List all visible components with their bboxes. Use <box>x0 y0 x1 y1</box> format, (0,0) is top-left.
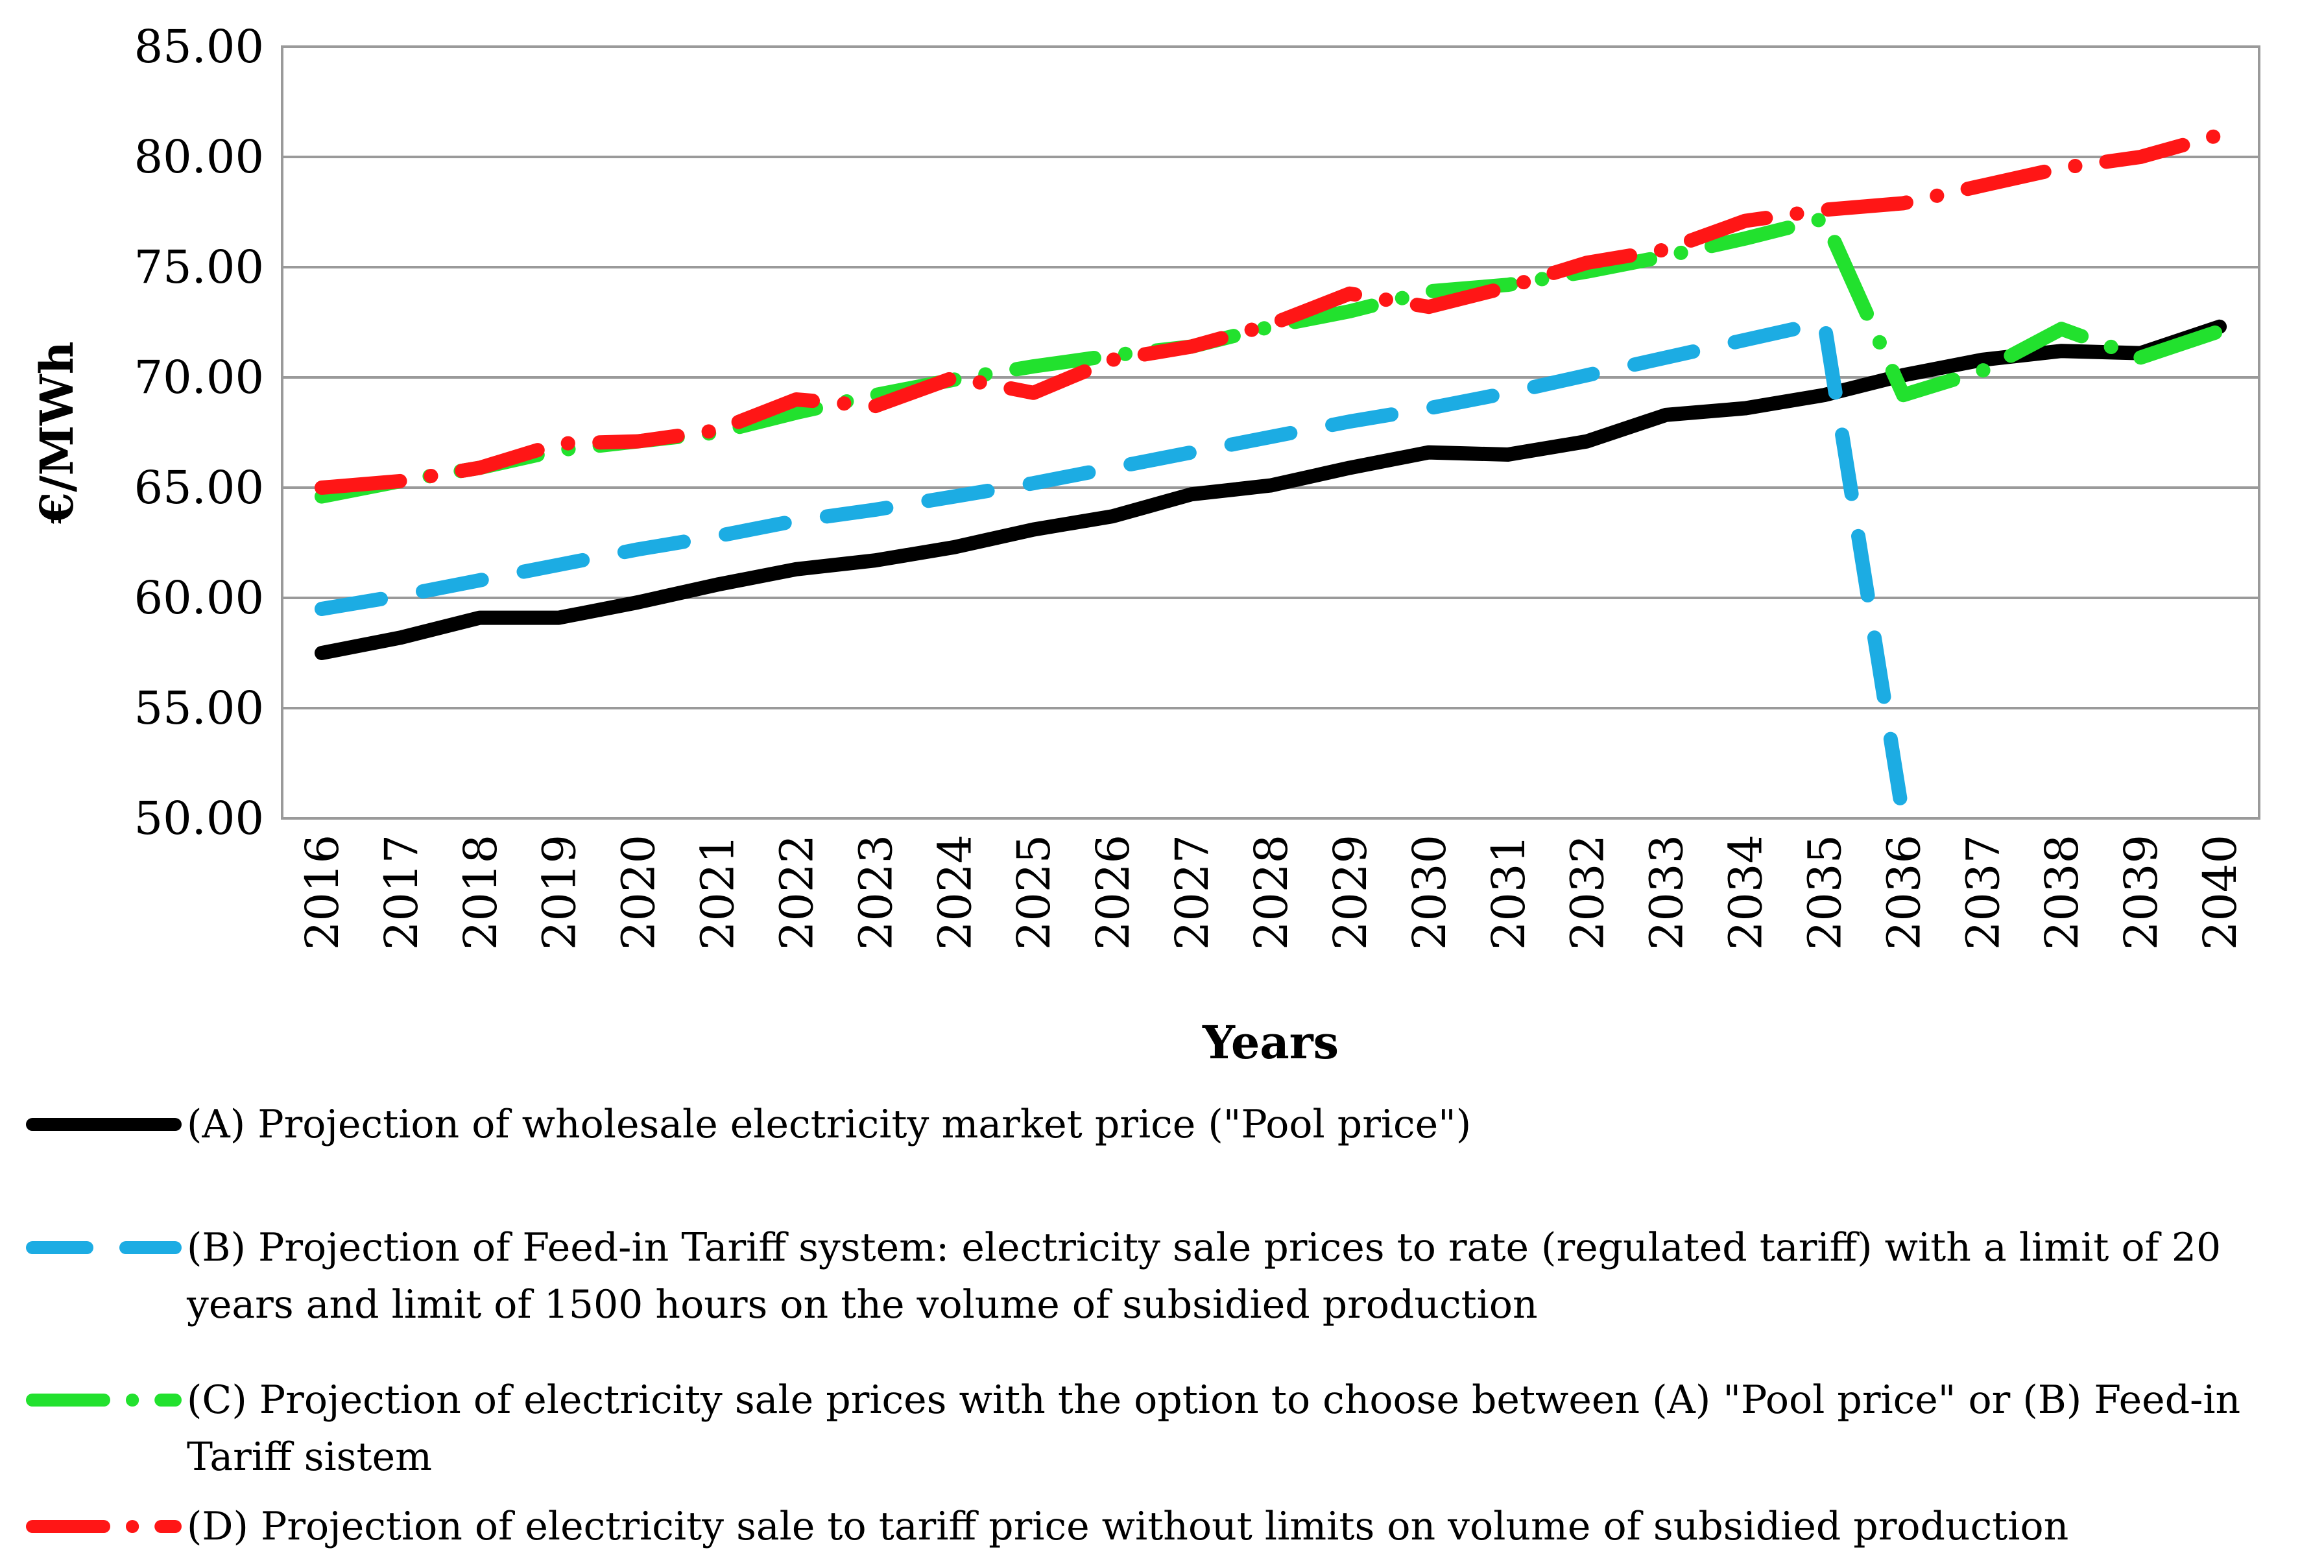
line-chart: 50.00 55.00 60.00 65.00 70.00 75.00 80.00 85.00… <box>30 20 2260 1069</box>
x-axis-title: Years <box>1202 1016 1339 1069</box>
y-tick-label: 50.00 <box>134 792 264 845</box>
x-tick-label: 2024 <box>928 835 981 950</box>
x-tick-label: 2023 <box>849 835 902 950</box>
legend-label: (C) Projection of electricity sale price… <box>187 1377 2241 1480</box>
y-tick-label: 85.00 <box>134 20 264 73</box>
legend-swatch-b <box>26 1241 182 1254</box>
x-tick-label: 2040 <box>2194 835 2247 950</box>
x-tick-label: 2036 <box>1877 835 1930 950</box>
x-tick-label: 2020 <box>612 835 665 950</box>
x-tick-label: 2021 <box>691 835 745 950</box>
x-tick-label: 2037 <box>1956 835 2009 950</box>
series-line-b <box>314 315 1911 826</box>
y-tick-label: 75.00 <box>134 241 264 294</box>
y-axis-title: €/MWh <box>30 341 84 524</box>
x-tick-label: 2016 <box>296 835 349 950</box>
legend-label: (B) Projection of Feed-in Tariff system:… <box>187 1225 2222 1327</box>
legend-swatch-a <box>26 1118 182 1131</box>
x-axis-ticks: 2016 2017 2018 2019 2020 2021 2022 2023 2024 2025… <box>296 835 2247 950</box>
x-tick-label: 2026 <box>1086 835 1140 950</box>
y-tick-label: 80.00 <box>134 130 264 184</box>
legend-swatch-d <box>26 1520 182 1533</box>
x-tick-label: 2030 <box>1403 835 1456 950</box>
x-tick-label: 2031 <box>1482 835 1535 950</box>
gridlines <box>282 45 2259 820</box>
x-tick-label: 2022 <box>770 835 823 950</box>
legend-label: (A) Projection of wholesale electricity … <box>187 1102 1472 1147</box>
x-tick-label: 2028 <box>1245 835 1298 950</box>
y-tick-label: 55.00 <box>134 682 264 735</box>
series-line-d <box>314 128 2227 495</box>
plot-area <box>281 45 2260 826</box>
y-tick-label: 70.00 <box>134 351 264 404</box>
x-tick-label: 2033 <box>1640 835 1694 950</box>
y-tick-label: 60.00 <box>134 571 264 624</box>
x-tick-label: 2034 <box>1719 835 1773 950</box>
x-tick-label: 2018 <box>454 835 507 950</box>
y-axis-ticks: 50.00 55.00 60.00 65.00 70.00 75.00 80.00 85.00 <box>134 20 264 845</box>
x-tick-label: 2019 <box>533 835 586 950</box>
legend-swatch-c <box>26 1394 182 1407</box>
series-line-a <box>314 319 2227 660</box>
legend-label: (D) Projection of electricity sale to ta… <box>187 1504 2069 1549</box>
x-tick-label: 2038 <box>2035 835 2089 950</box>
x-tick-label: 2035 <box>1798 835 1851 950</box>
x-tick-label: 2025 <box>1007 835 1060 950</box>
x-tick-label: 2039 <box>2114 835 2168 950</box>
y-tick-label: 65.00 <box>134 461 264 514</box>
x-tick-label: 2017 <box>375 835 428 950</box>
series-layer <box>314 128 2227 826</box>
x-tick-label: 2029 <box>1324 835 1377 950</box>
x-tick-label: 2027 <box>1166 835 1219 950</box>
x-tick-label: 2032 <box>1561 835 1614 950</box>
